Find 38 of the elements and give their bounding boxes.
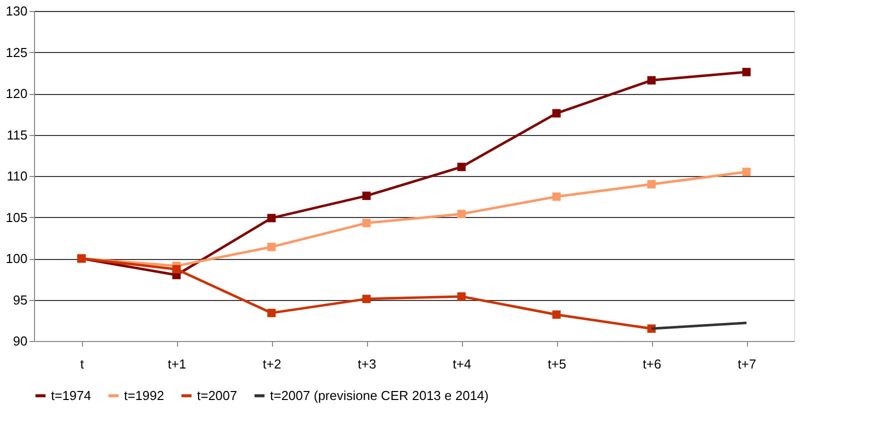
point (267, 214, 276, 222)
y-tick-label: 95 (13, 292, 28, 308)
y-tick-label: 125 (6, 44, 28, 60)
x-tick-label: t+7 (738, 356, 756, 372)
point (362, 192, 371, 200)
y-tick-label: 105 (6, 210, 28, 225)
point (362, 294, 371, 304)
point (267, 242, 276, 252)
y-tick-label: 115 (6, 127, 28, 142)
y-tick-label: 110 (6, 168, 28, 184)
y-tick-label: 120 (6, 86, 28, 101)
x-tick-label: t (80, 356, 84, 372)
y-tick-label: 130 (6, 4, 28, 18)
x-tick-label: t+4 (452, 356, 472, 372)
point (362, 218, 371, 228)
point (457, 292, 466, 301)
y-tick-label: 90 (13, 334, 28, 348)
point (172, 265, 181, 274)
x-tick-label: t+2 (262, 356, 282, 372)
legend-label: t=1974 (51, 388, 92, 403)
legend-label: t=2007 (197, 388, 238, 403)
x-tick-label: t+3 (358, 356, 376, 372)
point (267, 308, 276, 318)
x-tick-label: t+1 (168, 356, 186, 372)
point (647, 180, 656, 188)
x-tick-label: t+5 (548, 356, 566, 372)
point (457, 162, 466, 172)
point (552, 192, 561, 201)
x-tick-label: t+6 (642, 356, 662, 372)
point (457, 210, 466, 218)
point (647, 76, 656, 84)
legend-label: t=2007 (previsione CER 2013 e 2014) (270, 388, 489, 403)
point (742, 168, 751, 176)
point (742, 68, 751, 76)
point (552, 310, 561, 319)
y-tick-label: 100 (6, 251, 28, 266)
legend-label: t=1992 (124, 388, 164, 403)
point (552, 109, 561, 118)
